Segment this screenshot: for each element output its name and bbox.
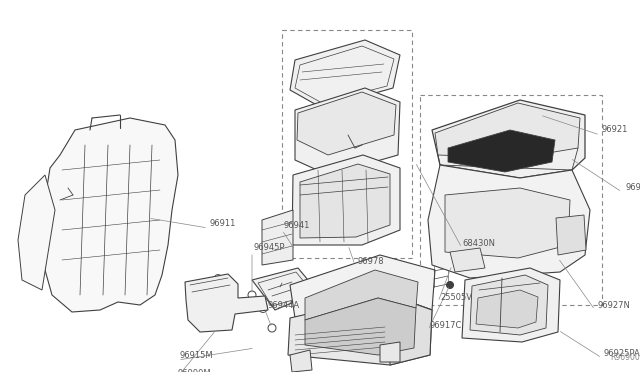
Text: 96990M: 96990M bbox=[178, 369, 212, 372]
Text: 96978: 96978 bbox=[358, 257, 385, 266]
Polygon shape bbox=[292, 155, 400, 245]
Polygon shape bbox=[380, 342, 400, 362]
Circle shape bbox=[447, 282, 454, 289]
Text: 68430N: 68430N bbox=[462, 240, 495, 248]
Polygon shape bbox=[445, 188, 570, 258]
Text: 25505V: 25505V bbox=[440, 294, 472, 302]
Circle shape bbox=[352, 101, 380, 129]
Polygon shape bbox=[305, 270, 418, 320]
Text: 96941: 96941 bbox=[284, 221, 310, 231]
Polygon shape bbox=[432, 100, 585, 178]
Text: 96921: 96921 bbox=[601, 125, 627, 135]
Text: 96945P: 96945P bbox=[254, 244, 285, 253]
Polygon shape bbox=[297, 92, 396, 155]
Polygon shape bbox=[290, 40, 400, 108]
Polygon shape bbox=[185, 274, 268, 332]
Circle shape bbox=[457, 260, 467, 270]
Polygon shape bbox=[450, 248, 485, 272]
Polygon shape bbox=[470, 275, 548, 335]
Polygon shape bbox=[462, 268, 560, 342]
Polygon shape bbox=[305, 298, 416, 355]
Polygon shape bbox=[300, 164, 390, 238]
Text: 96917C: 96917C bbox=[430, 321, 462, 330]
Text: R969001Y: R969001Y bbox=[610, 353, 640, 362]
Polygon shape bbox=[295, 88, 400, 175]
Polygon shape bbox=[262, 210, 293, 265]
Polygon shape bbox=[556, 215, 586, 255]
Polygon shape bbox=[448, 130, 555, 172]
Polygon shape bbox=[252, 268, 318, 310]
Bar bbox=[420, 95, 602, 305]
Polygon shape bbox=[290, 255, 435, 318]
Circle shape bbox=[312, 107, 348, 143]
Text: 96911: 96911 bbox=[210, 219, 236, 228]
Polygon shape bbox=[476, 290, 538, 328]
Text: 96921+D: 96921+D bbox=[625, 183, 640, 192]
Polygon shape bbox=[290, 350, 312, 372]
Text: 96944A: 96944A bbox=[267, 301, 299, 310]
Polygon shape bbox=[45, 118, 178, 312]
Text: 96925PA: 96925PA bbox=[604, 350, 640, 359]
Text: 96915M: 96915M bbox=[180, 350, 214, 359]
Polygon shape bbox=[435, 103, 580, 158]
Polygon shape bbox=[390, 295, 432, 365]
Text: 96927N: 96927N bbox=[597, 301, 630, 311]
Polygon shape bbox=[18, 175, 55, 290]
Bar bbox=[282, 30, 412, 258]
Polygon shape bbox=[428, 165, 590, 278]
Polygon shape bbox=[288, 295, 432, 365]
